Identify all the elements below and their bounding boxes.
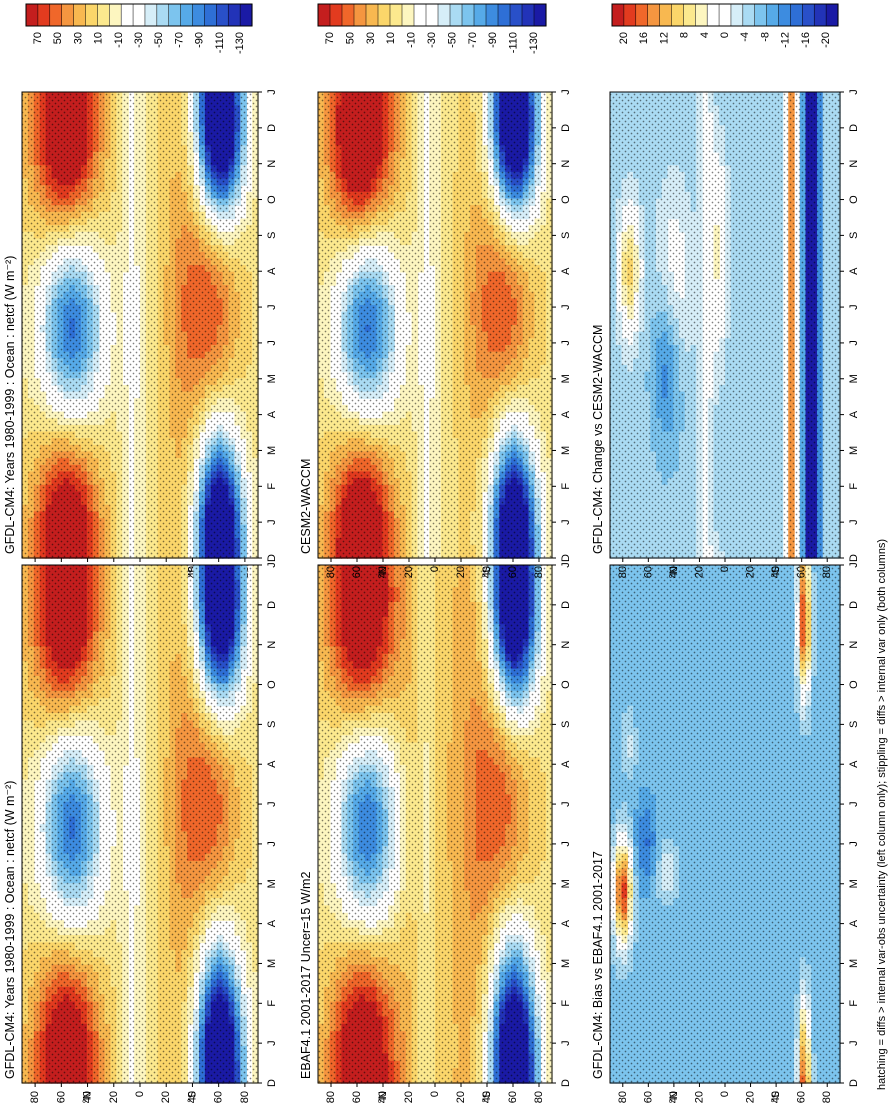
time-tick-label: A [266,267,278,275]
time-tick-label: J [266,304,278,310]
time-tick-label: J [266,89,278,95]
time-tick-label: D [266,554,278,562]
time-tick-label: N [266,160,278,168]
stippling [22,92,258,558]
time-tick-label: J [266,340,278,346]
time-tick-label: M [266,446,278,455]
time-tick-label: A [266,410,278,418]
time-tick-label: O [266,195,278,204]
time-tick-label: F [266,483,278,490]
panel-title: GFDL-CM4: Years 1980-1999 : Ocean : netc… [3,256,17,554]
time-tick-label: D [266,124,278,132]
time-tick-label: M [266,374,278,383]
time-tick-label: S [266,232,278,239]
panel-cm4-left: DJFMAMJJASONDJ80604020020406080°N°SGFDL-… [3,89,278,578]
time-tick-label: J [266,519,278,525]
